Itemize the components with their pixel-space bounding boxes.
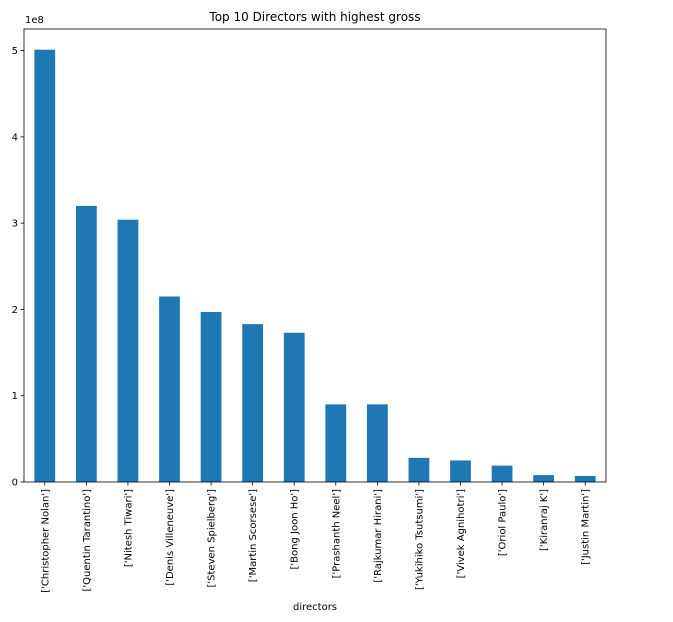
x-tick-label: ['Steven Spielberg'] — [207, 489, 218, 588]
bar — [325, 404, 347, 482]
bar — [574, 475, 596, 482]
y-axis: 0 1 2 3 4 5 — [12, 46, 24, 489]
x-tick-label: ['Yukihiko Tsutsumi'] — [414, 489, 425, 590]
bar — [117, 219, 139, 483]
y-tick-label: 0 — [12, 478, 18, 489]
x-tick-label: ['Quentin Tarantino'] — [82, 489, 93, 592]
bar — [242, 324, 264, 482]
bar — [366, 404, 388, 482]
x-tick-label: ['Vivek Agnihotri'] — [456, 489, 467, 578]
x-tick-label: ['Prashanth Neel'] — [331, 489, 342, 579]
bar — [200, 312, 222, 482]
plot-frame — [23, 28, 607, 483]
x-tick-label: ['Justin Martin'] — [581, 489, 592, 565]
bars-group — [34, 49, 596, 483]
bar — [283, 332, 305, 482]
bar — [34, 49, 56, 483]
x-axis-label: directors — [293, 602, 337, 613]
y-tick-label: 2 — [12, 305, 18, 316]
x-tick-label: ['Denis Villeneuve'] — [165, 489, 176, 586]
bar — [491, 465, 513, 482]
bar — [75, 205, 97, 482]
x-tick-label: ['Christopher Nolan'] — [40, 489, 51, 593]
bar — [159, 296, 180, 482]
x-tick-label: ['Martin Scorsese'] — [248, 489, 259, 582]
bar — [450, 460, 471, 482]
bar — [533, 475, 555, 482]
x-tick-label: ['Oriol Paulo'] — [498, 489, 509, 556]
x-tick-label: ['Kiranraj K'] — [539, 489, 550, 551]
chart-title: Top 10 Directors with highest gross — [208, 10, 420, 24]
x-tick-label: ['Nitesh Tiwari'] — [123, 489, 134, 567]
y-tick-label: 4 — [12, 132, 18, 143]
x-axis: ['Christopher Nolan'] ['Quentin Tarantino… — [40, 482, 592, 593]
x-tick-label: ['Rajkumar Hirani'] — [373, 489, 384, 583]
y-tick-label: 5 — [12, 46, 18, 57]
bar — [408, 457, 430, 482]
x-tick-label: ['Bong Joon Ho'] — [290, 489, 301, 570]
y-tick-label: 3 — [12, 219, 18, 230]
y-axis-offset-text: 1e8 — [25, 15, 44, 26]
y-tick-label: 1 — [12, 391, 18, 402]
